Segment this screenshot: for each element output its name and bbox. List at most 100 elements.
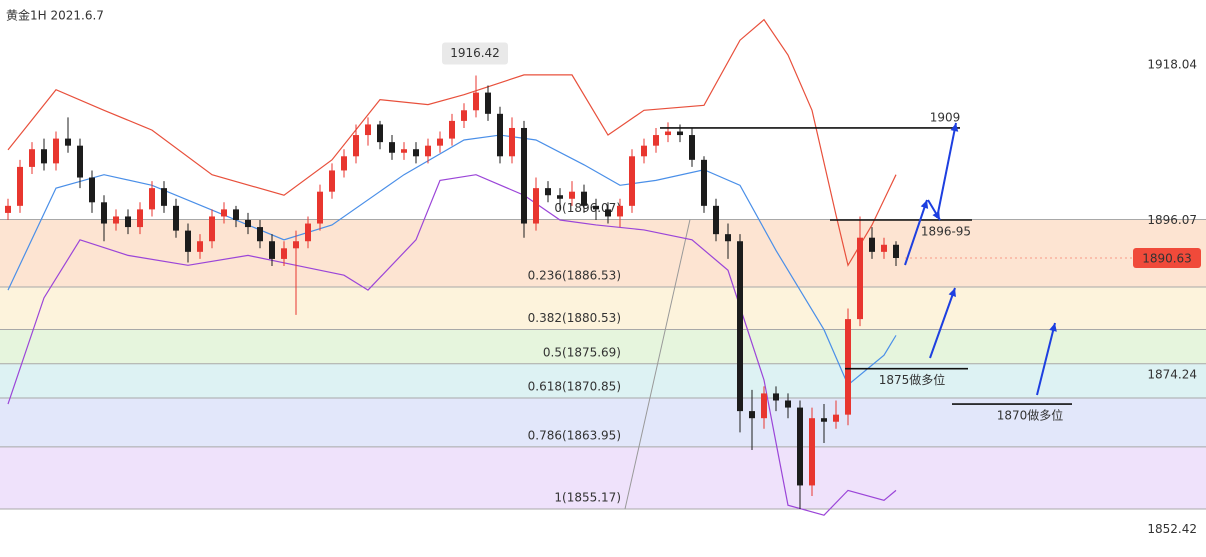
candle-body (377, 124, 383, 143)
candle-body (173, 205, 179, 231)
candle-body (425, 145, 431, 157)
candle-body (137, 209, 143, 228)
candle-body (221, 209, 227, 217)
fib-label: 0.618(1870.85) (528, 380, 621, 394)
candle-body (149, 188, 155, 210)
candle-body (209, 216, 215, 242)
candle-body (845, 319, 851, 415)
candle-body (341, 156, 347, 171)
last-price-label: 1890.63 (1142, 252, 1192, 266)
level-label: 1875做多位 (879, 372, 946, 387)
candle-body (761, 393, 767, 419)
arrow (904, 199, 928, 266)
arrow-head (950, 123, 959, 132)
candle-body (125, 216, 131, 228)
candle-body (809, 418, 815, 486)
candle-body (233, 209, 239, 220)
candle-body (833, 414, 839, 422)
candle-body (317, 191, 323, 224)
arrow-head (920, 200, 929, 209)
candle-body (617, 205, 623, 217)
y-tick-label: 1874.24 (1147, 368, 1197, 382)
candle-body (881, 244, 887, 252)
candle-body (605, 209, 611, 217)
candle-body (29, 149, 35, 167)
bollinger-line (7, 174, 897, 516)
fib-band (0, 398, 1206, 447)
fib-label: 0.382(1880.53) (528, 311, 621, 325)
candle-body (401, 149, 407, 153)
candle-body (653, 135, 659, 146)
candle-body (257, 227, 263, 242)
candle-body (161, 188, 167, 206)
candle-body (65, 138, 71, 146)
last-price-tag (1133, 248, 1201, 269)
candle-body (785, 400, 791, 408)
fib-label: 0(1896.07) (554, 201, 621, 215)
candle-body (641, 145, 647, 157)
candle-body (305, 223, 311, 242)
y-tick-label: 1896.07 (1147, 213, 1197, 227)
candle-body (509, 127, 515, 157)
candle-body (677, 131, 683, 136)
candle-body (737, 241, 743, 412)
candle-body (773, 393, 779, 401)
candle-body (665, 131, 671, 136)
candle-body (797, 407, 803, 486)
fib-band (0, 363, 1206, 399)
candle-body (869, 237, 875, 252)
candle-body (713, 205, 719, 235)
candle-body (521, 127, 527, 224)
fib-band (0, 219, 1206, 288)
candle-body (449, 120, 455, 139)
peak-box (442, 42, 508, 65)
fib-label: 0.786(1863.95) (528, 428, 621, 442)
fib-label: 0.5(1875.69) (543, 345, 621, 359)
candle-body (197, 241, 203, 252)
candle-body (101, 202, 107, 224)
fib-label: 0.236(1886.53) (528, 269, 621, 283)
candle-body (545, 188, 551, 196)
level-label: 1870做多位 (997, 408, 1064, 423)
level-label: 1909 (930, 110, 961, 124)
candle-body (725, 234, 731, 242)
candle-body (461, 110, 467, 121)
candle-body (365, 124, 371, 136)
peak-label: 1916.42 (450, 46, 500, 60)
candle-body (113, 216, 119, 224)
plot: 1918.04 1896.07 1874.24 1852.42 1916.42 1909 1… (5, 18, 1201, 536)
candle-body (53, 138, 59, 164)
candle-body (689, 135, 695, 160)
candle-body (413, 149, 419, 157)
candle-body (245, 219, 251, 228)
fib-label: 1(1855.17) (554, 491, 621, 505)
candle-body (749, 411, 755, 419)
candle-body (569, 191, 575, 199)
chart-title: 黄金1H 2021.6.7 (6, 8, 104, 23)
candle-body (629, 156, 635, 206)
candle-body (329, 170, 335, 192)
bollinger-line (7, 18, 897, 267)
candle-body (353, 135, 359, 157)
candle-body (293, 241, 299, 249)
candle-body (5, 205, 11, 213)
fib-band (0, 446, 1206, 510)
candle-body (41, 149, 47, 164)
candle-body (281, 248, 287, 259)
candle-body (701, 159, 707, 206)
y-tick-label: 1918.04 (1147, 57, 1197, 71)
bollinger-line (7, 134, 897, 386)
candle-body (473, 92, 479, 111)
candle-body (593, 205, 599, 210)
candle-body (533, 188, 539, 224)
arrow-head (948, 288, 956, 297)
arrow (1036, 322, 1056, 396)
candle-body (269, 241, 275, 259)
candle-body (437, 138, 443, 146)
fib-anchor (624, 219, 691, 510)
candle-body (77, 145, 83, 178)
candle-body (89, 177, 95, 203)
candle-body (17, 166, 23, 206)
candle-body (581, 191, 587, 206)
